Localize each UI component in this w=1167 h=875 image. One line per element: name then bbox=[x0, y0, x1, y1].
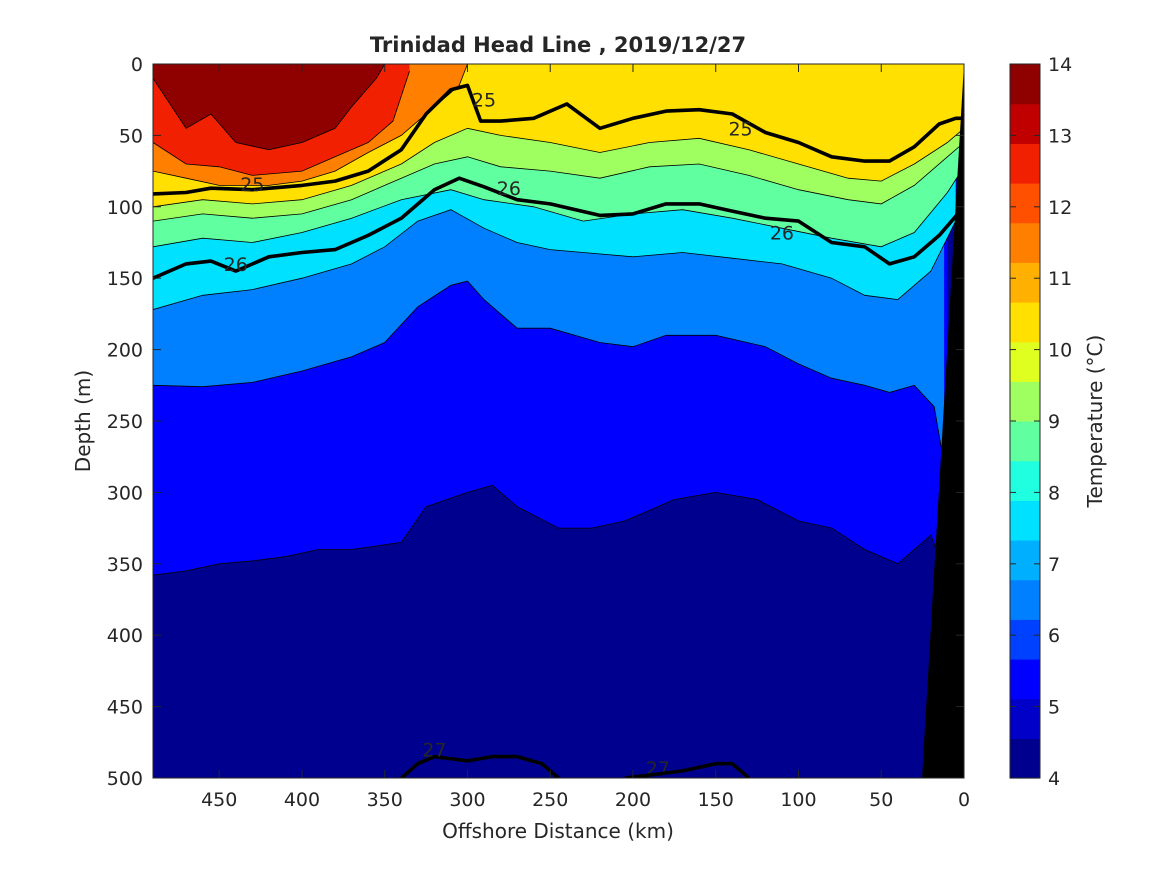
colorbar-swatch bbox=[1010, 579, 1040, 620]
colorbar-swatch bbox=[1010, 659, 1040, 700]
temperature-bands bbox=[153, 64, 964, 579]
isotherm-line bbox=[153, 70, 410, 176]
isotherm-line bbox=[153, 142, 964, 222]
y-tick-label: 150 bbox=[107, 268, 143, 290]
colorbar-tick-label: 11 bbox=[1048, 268, 1072, 290]
x-tick-label: 450 bbox=[201, 789, 237, 811]
colorbar: 4 5 6 7 8 9 10 11 12 13 14 bbox=[1010, 54, 1072, 790]
density-contour-label: 26 bbox=[224, 254, 248, 276]
colorbar-swatch bbox=[1010, 421, 1040, 462]
density-contour-label: 25 bbox=[728, 118, 752, 140]
y-tick-label: 250 bbox=[107, 411, 143, 433]
colorbar-swatch bbox=[1010, 262, 1040, 303]
y-tick-label: 50 bbox=[119, 125, 143, 147]
x-tick-label: 0 bbox=[958, 789, 970, 811]
x-tick-label: 150 bbox=[698, 789, 734, 811]
colorbar-tick-label: 13 bbox=[1048, 125, 1072, 147]
chart-title: Trinidad Head Line , 2019/12/27 bbox=[370, 33, 746, 57]
isotherm-line bbox=[153, 166, 964, 248]
colorbar-swatch bbox=[1010, 500, 1040, 541]
density-contour-label: 27 bbox=[422, 739, 446, 761]
isotherm-line bbox=[153, 127, 964, 208]
density-contour-line bbox=[153, 176, 964, 280]
colorbar-tick-label: 14 bbox=[1048, 54, 1072, 76]
x-tick-label: 250 bbox=[532, 789, 568, 811]
colorbar-tick-label: 5 bbox=[1048, 697, 1060, 719]
colorbar-swatch bbox=[1010, 222, 1040, 263]
y-axis-label: Depth (m) bbox=[71, 370, 95, 472]
y-tick-label: 500 bbox=[107, 768, 143, 790]
y-tick-label: 400 bbox=[107, 625, 143, 647]
density-contour-label: 26 bbox=[770, 223, 794, 245]
colorbar-label: Temperature (°C) bbox=[1083, 335, 1107, 509]
colorbar-tick-label: 6 bbox=[1048, 625, 1060, 647]
colorbar-swatch bbox=[1010, 183, 1040, 224]
x-tick-label: 350 bbox=[367, 789, 403, 811]
y-axis: 0 50 100 150 200 250 300 350 400 450 500 bbox=[107, 54, 964, 790]
colorbar-swatch bbox=[1010, 698, 1040, 739]
colorbar-swatch bbox=[1010, 302, 1040, 343]
x-tick-label: 300 bbox=[449, 789, 485, 811]
x-axis: 450 400 350 300 250 200 150 100 50 0 bbox=[201, 64, 970, 811]
density-contour-label: 25 bbox=[472, 90, 496, 112]
y-tick-label: 350 bbox=[107, 554, 143, 576]
y-tick-label: 100 bbox=[107, 197, 143, 219]
density-contour-line bbox=[153, 83, 964, 196]
colorbar-tick-label: 4 bbox=[1048, 768, 1060, 790]
y-tick-label: 0 bbox=[131, 54, 143, 76]
isotherm-line bbox=[153, 64, 386, 151]
isotherm-line bbox=[153, 209, 957, 310]
isotherm-line bbox=[153, 484, 948, 579]
density-contour-label: 25 bbox=[240, 174, 264, 196]
x-tick-label: 200 bbox=[615, 789, 651, 811]
colorbar-swatch bbox=[1010, 143, 1040, 184]
temperature-band bbox=[153, 64, 385, 150]
colorbar-swatch bbox=[1010, 64, 1040, 105]
colorbar-swatch bbox=[1010, 460, 1040, 501]
y-tick-label: 450 bbox=[107, 697, 143, 719]
colorbar-swatch bbox=[1010, 738, 1040, 779]
x-tick-label: 50 bbox=[869, 789, 893, 811]
colorbar-swatch bbox=[1010, 540, 1040, 581]
colorbar-tick-label: 9 bbox=[1048, 411, 1060, 433]
colorbar-tick-label: 7 bbox=[1048, 554, 1060, 576]
density-contour-line bbox=[624, 761, 750, 778]
colorbar-tick-label: 12 bbox=[1048, 197, 1072, 219]
isotherm-line bbox=[153, 280, 945, 464]
colorbar-tick-label: 10 bbox=[1048, 340, 1072, 362]
colorbar-frame bbox=[1009, 63, 1041, 779]
density-contour-line bbox=[400, 754, 560, 778]
x-tick-label: 400 bbox=[284, 789, 320, 811]
y-tick-label: 200 bbox=[107, 340, 143, 362]
colorbar-swatch bbox=[1010, 341, 1040, 382]
y-tick-label: 300 bbox=[107, 482, 143, 504]
density-contour-label: 26 bbox=[497, 178, 521, 200]
colorbar-swatch bbox=[1010, 103, 1040, 144]
seafloor-mask bbox=[922, 64, 964, 778]
colorbar-tick-label: 8 bbox=[1048, 482, 1060, 504]
x-axis-label: Offshore Distance (km) bbox=[442, 819, 674, 843]
x-tick-label: 100 bbox=[780, 789, 816, 811]
colorbar-swatch bbox=[1010, 381, 1040, 422]
colorbar-swatch bbox=[1010, 619, 1040, 660]
